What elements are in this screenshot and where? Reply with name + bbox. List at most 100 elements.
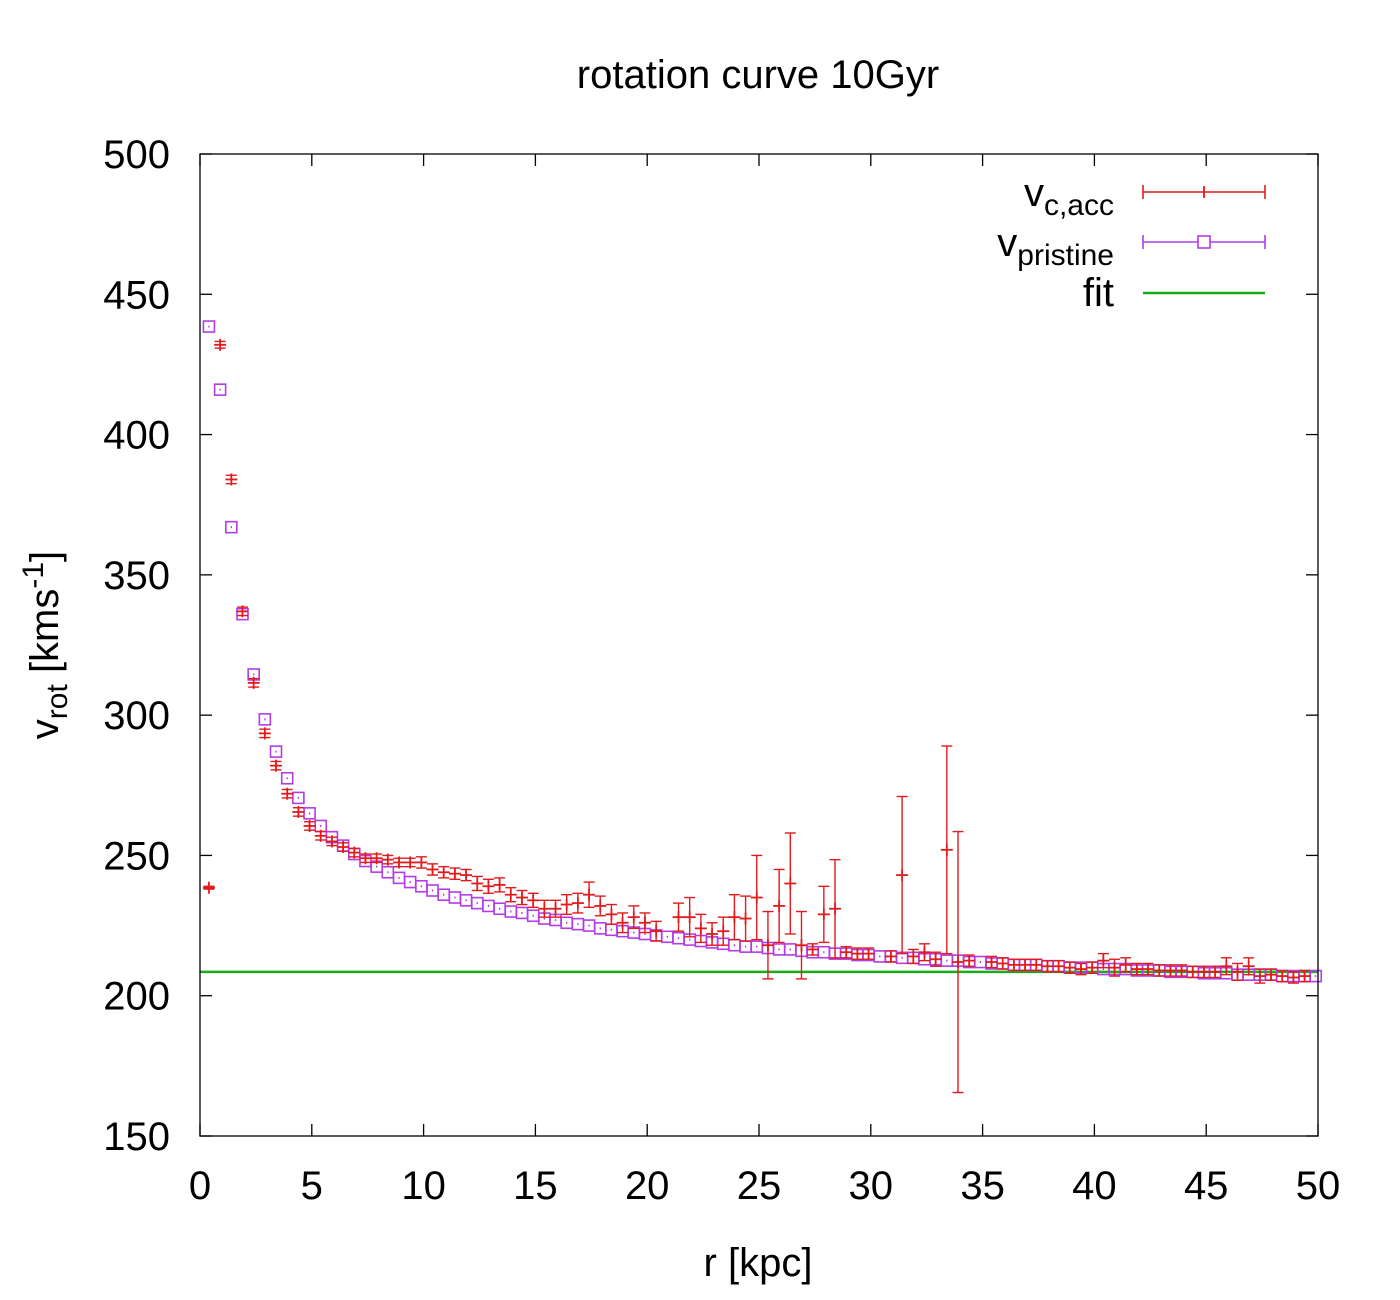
vpristine-point <box>504 905 518 918</box>
vpristine-point <box>750 940 764 953</box>
vcacc-point <box>907 948 920 965</box>
vcacc-point <box>706 922 719 946</box>
vcacc-point <box>594 895 607 917</box>
legend-label-vcacc-base: v <box>1024 171 1044 215</box>
vpristine-point <box>280 771 294 785</box>
vcacc-point <box>627 905 640 930</box>
vpristine-point <box>672 931 685 945</box>
vcacc-point <box>1175 964 1188 977</box>
vpristine-marker <box>258 713 272 726</box>
vcacc-point <box>1220 957 1233 976</box>
vcacc-point <box>996 957 1009 970</box>
vpristine-point <box>784 943 797 956</box>
y-axis-label-base: v <box>23 719 67 739</box>
vcacc-point <box>448 867 461 880</box>
vcacc-point <box>940 745 953 955</box>
vcacc-point <box>1063 961 1076 974</box>
vcacc-point <box>1030 958 1043 972</box>
vcacc-point <box>862 947 875 960</box>
y-axis-label-sub: rot <box>41 684 74 720</box>
vpristine-point <box>605 923 618 937</box>
x-tick-label: 30 <box>849 1164 894 1208</box>
vcacc-point <box>683 896 696 938</box>
vpristine-point <box>415 879 428 893</box>
vpristine-point <box>426 884 439 897</box>
vpristine-point <box>974 955 987 969</box>
legend-label-vcacc-sub: c,acc <box>1044 189 1114 222</box>
vcacc-point <box>1142 962 1155 976</box>
vcacc-point <box>1074 962 1087 976</box>
x-tick-label: 15 <box>513 1164 558 1208</box>
vcacc-point <box>214 338 227 351</box>
vcacc-point <box>202 881 215 894</box>
y-tick-labels: 150 200 250 300 350 400 450 500 <box>103 133 170 1159</box>
plot-frame <box>199 153 1319 1137</box>
vcacc-point <box>1086 961 1099 974</box>
vcacc-point <box>1242 957 1255 976</box>
vpristine-point <box>403 875 417 889</box>
vcacc-point <box>504 886 517 903</box>
vcacc-point <box>761 910 774 980</box>
vcacc-point <box>952 830 965 1094</box>
y-tick-label: 300 <box>103 694 170 738</box>
vpristine-point <box>593 922 607 935</box>
vcacc-point <box>739 895 752 942</box>
legend-label-fit-base: fit <box>1083 271 1114 315</box>
vcacc-point <box>1153 964 1166 977</box>
x-tick-label: 20 <box>625 1164 670 1208</box>
x-tick-label: 5 <box>301 1164 323 1208</box>
vpristine-marker <box>303 807 316 820</box>
vpristine-marker <box>280 771 294 785</box>
vcacc-point <box>929 951 942 967</box>
legend-label-vcacc: vc,acc <box>1024 171 1114 222</box>
vcacc-point <box>538 899 551 918</box>
vcacc-point <box>773 868 786 944</box>
vcacc-point <box>1007 958 1020 972</box>
axis-ticks <box>199 153 1319 1137</box>
y-tick-label: 250 <box>103 834 170 878</box>
vpristine-point <box>269 745 283 758</box>
vcacc-point <box>1186 965 1199 979</box>
vcacc-point <box>583 881 596 909</box>
vcacc-point <box>672 902 685 932</box>
vcacc-point <box>1276 969 1289 983</box>
vpristine-point <box>303 807 316 820</box>
vpristine-point <box>381 865 395 879</box>
vcacc-point <box>840 945 853 959</box>
vcacc-point <box>314 829 327 842</box>
y-axis-label-unit: [kms <box>23 589 67 685</box>
vcacc-point <box>1265 968 1278 981</box>
vpristine-point <box>225 520 238 534</box>
legend-sample-vpristine-marker <box>1197 235 1211 249</box>
legend-label-vpristine: vpristine <box>997 221 1114 272</box>
vcacc-point <box>829 858 842 959</box>
vpristine-point <box>459 894 473 907</box>
vpristine-point <box>560 916 574 930</box>
vcacc-point <box>605 903 618 925</box>
legend-label-vpristine-base: v <box>997 221 1017 265</box>
vpristine-marker <box>292 791 305 805</box>
y-tick-label: 200 <box>103 975 170 1019</box>
vcacc-point <box>1041 959 1054 973</box>
vcacc-point <box>493 877 506 893</box>
vpristine-point <box>437 888 451 902</box>
vcacc-point <box>549 899 562 918</box>
y-tick-label: 400 <box>103 414 170 458</box>
vcacc-point <box>1253 968 1266 984</box>
vcacc-point <box>437 865 450 879</box>
vcacc-point <box>415 856 428 869</box>
vpristine-point <box>258 713 272 726</box>
vcacc-point <box>884 950 897 963</box>
vpristine-point <box>817 945 831 959</box>
vcacc-point <box>527 892 540 909</box>
vcacc-point <box>426 863 439 876</box>
legend-label-fit: fit <box>1083 271 1114 315</box>
plot-area <box>200 320 1323 1094</box>
legend-label-vpristine-sub: pristine <box>1017 239 1114 272</box>
vcacc-point <box>1119 957 1132 973</box>
vcacc-point <box>1209 965 1222 979</box>
vcacc-point <box>303 819 316 832</box>
vcacc-point <box>370 852 383 865</box>
chart-title: rotation curve 10Gyr <box>577 53 939 97</box>
legend: vc,acc vpristine fit <box>997 171 1266 315</box>
